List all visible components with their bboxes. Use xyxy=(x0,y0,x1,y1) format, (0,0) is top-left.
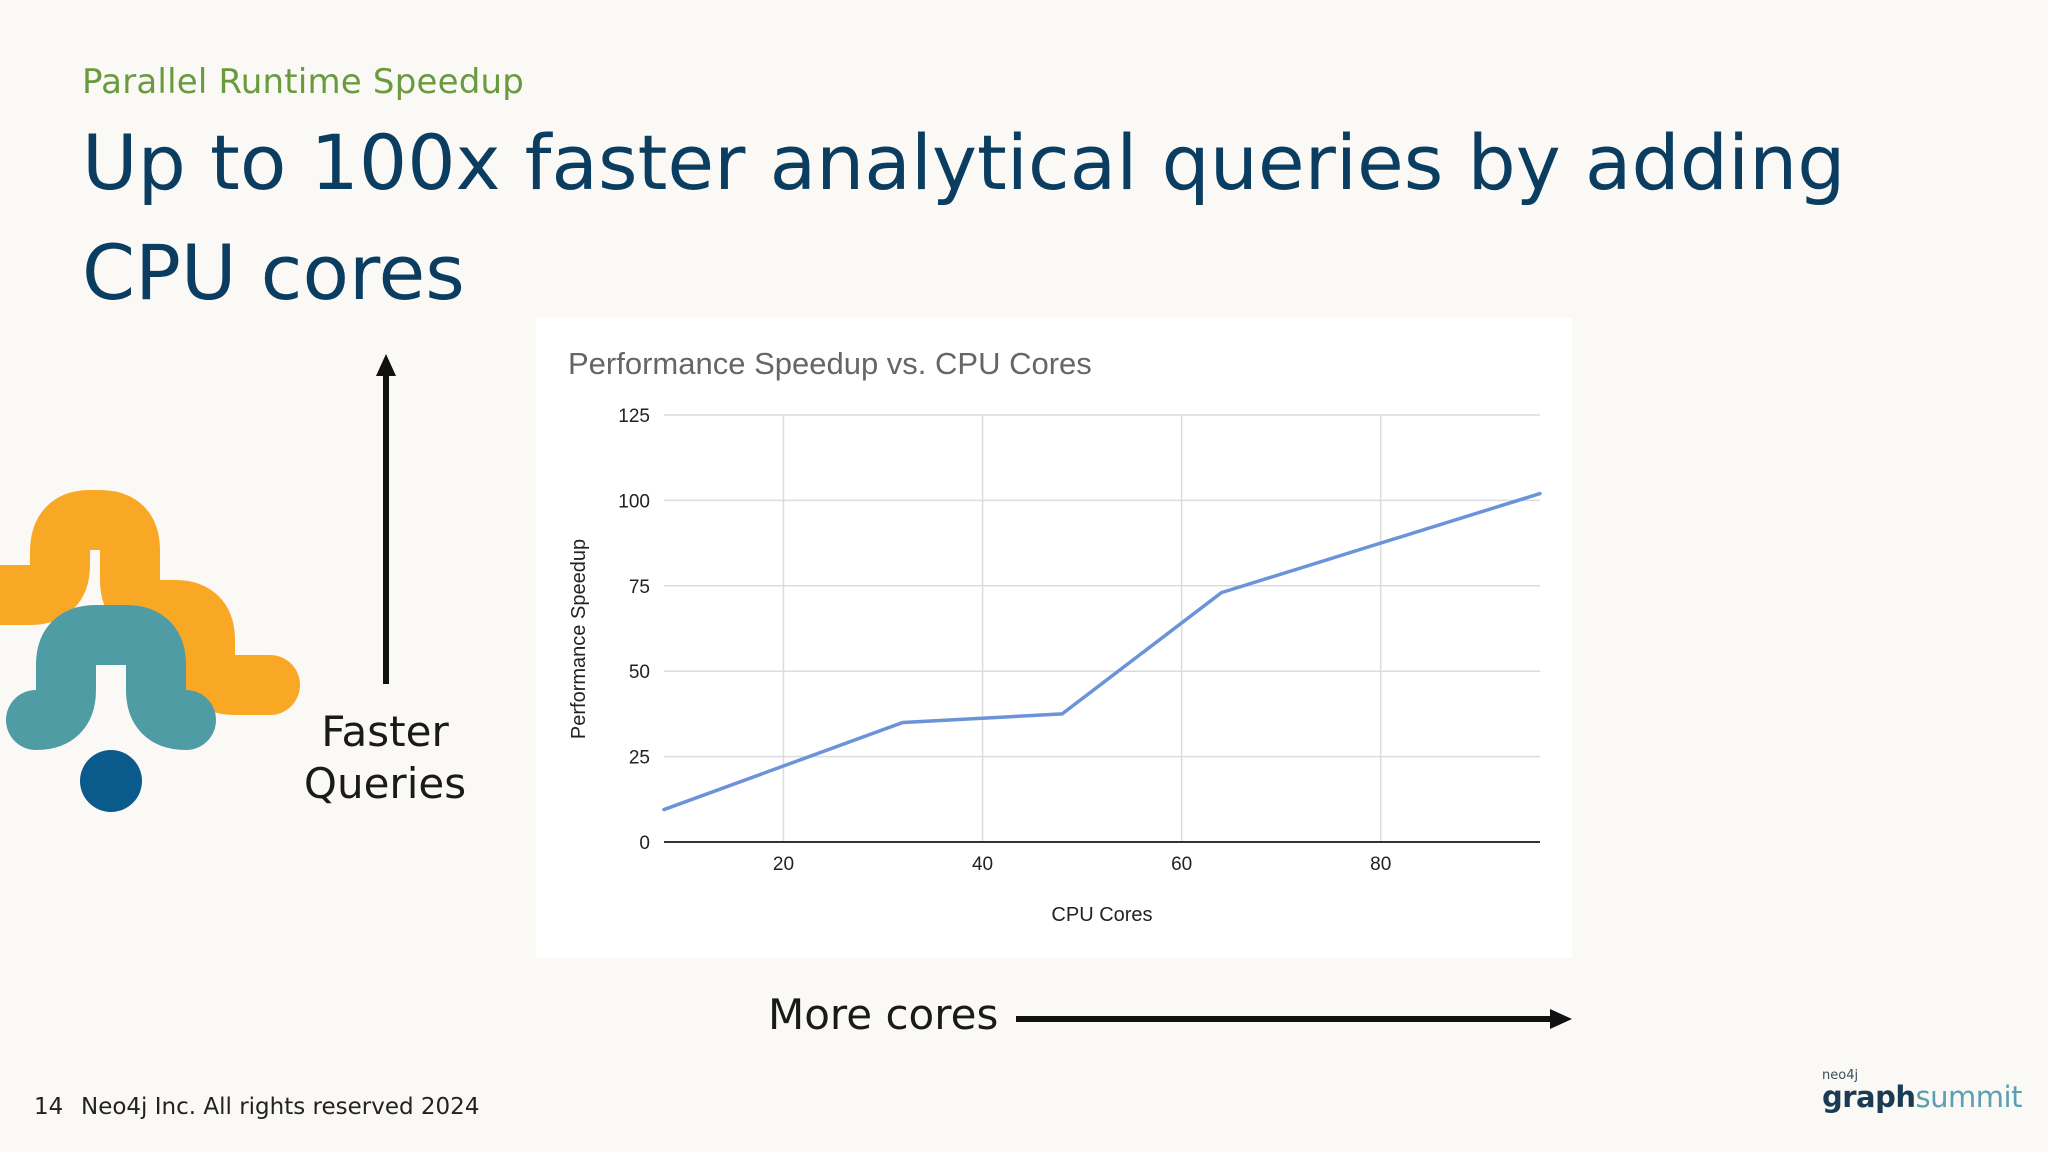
line-chart: Performance Speedup vs. CPU Cores 0 25 50 7… xyxy=(568,346,1542,926)
brand-wordmark-graph: graph xyxy=(1822,1080,1916,1114)
faster-queries-label: Faster Queries xyxy=(303,707,467,808)
right-arrow-icon xyxy=(1016,1009,1572,1029)
page-title: Up to 100x faster analytical queries by … xyxy=(82,118,1846,317)
y-axis-label: Performance Speedup xyxy=(568,539,590,739)
y-tick-label: 25 xyxy=(629,748,650,769)
series-line xyxy=(662,491,1542,812)
y-tick-label: 50 xyxy=(629,662,650,683)
y-tick-label: 125 xyxy=(618,406,650,427)
chart-title: Performance Speedup vs. CPU Cores xyxy=(568,346,1092,381)
neo4j-logo-mark-icon xyxy=(0,490,300,812)
y-tick-label: 100 xyxy=(618,491,650,512)
brand-wordmark-summit: summit xyxy=(1915,1080,2023,1114)
footer-copyright: Neo4j Inc. All rights reserved 2024 xyxy=(81,1094,480,1120)
up-arrow-icon xyxy=(376,354,396,684)
eyebrow-title: Parallel Runtime Speedup xyxy=(82,62,525,102)
more-cores-label: More cores xyxy=(768,990,999,1039)
chart-card: Performance Speedup vs. CPU Cores 0 25 50 7… xyxy=(536,318,1572,958)
x-tick-label: 20 xyxy=(773,854,794,875)
x-tick-label: 80 xyxy=(1370,854,1391,875)
x-tick-label: 40 xyxy=(972,854,993,875)
graphsummit-logo: neo4j graphsummit xyxy=(1822,1068,2022,1118)
x-axis-label: CPU Cores xyxy=(1051,904,1152,926)
brand-small-text: neo4j xyxy=(1822,1068,1859,1083)
x-tick-label: 60 xyxy=(1171,854,1192,875)
page-number: 14 xyxy=(34,1094,64,1120)
y-tick-label: 0 xyxy=(639,833,650,854)
y-tick-label: 75 xyxy=(629,577,650,598)
brand-wordmark: graphsummit xyxy=(1822,1080,2022,1114)
